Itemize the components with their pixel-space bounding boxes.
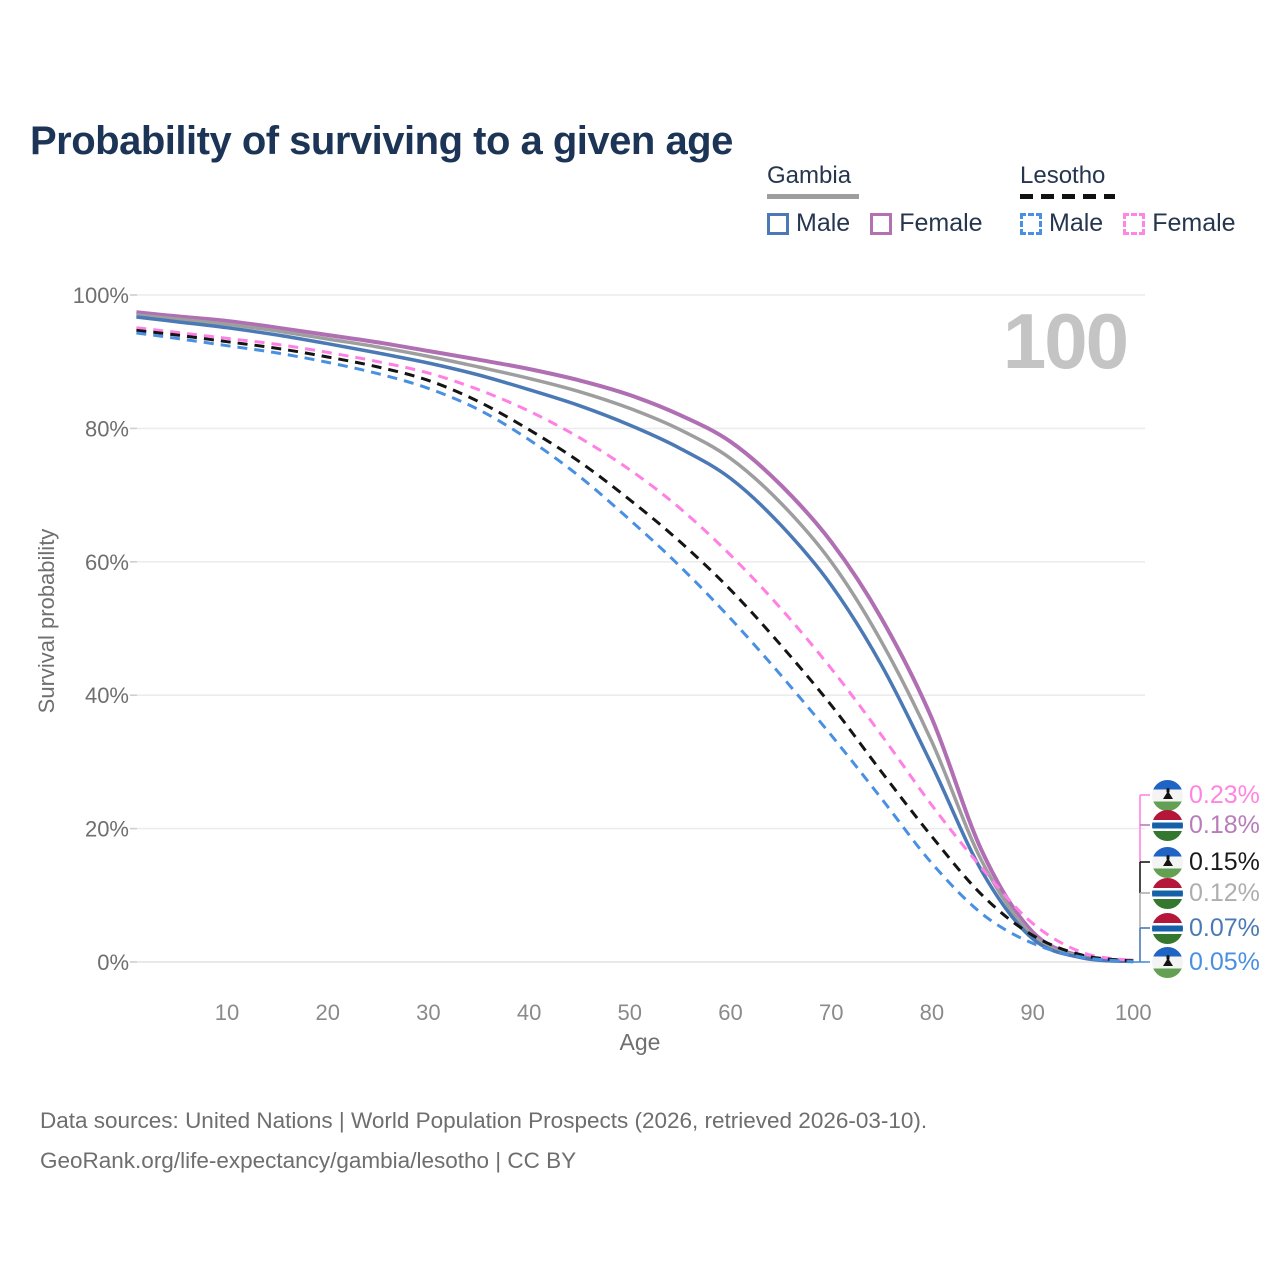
- x-tick-label: 10: [215, 1000, 239, 1025]
- end-value-label: 0.07%: [1189, 913, 1260, 942]
- y-tick-label: 100%: [73, 283, 129, 308]
- gambia-flag-icon: [1152, 912, 1183, 944]
- x-tick-label: 60: [718, 1000, 742, 1025]
- x-tick-label: 70: [819, 1000, 843, 1025]
- y-axis-title: Survival probability: [34, 528, 59, 714]
- y-tick-label: 0%: [97, 950, 129, 975]
- end-value-label: 0.15%: [1189, 847, 1260, 876]
- gambia-flag-icon: [1152, 877, 1183, 909]
- legend-group-gambia: Gambia Male Female: [767, 162, 983, 238]
- end-value-label: 0.18%: [1189, 810, 1260, 839]
- series-line-gambia-both-sexes[interactable]: [136, 313, 1134, 963]
- legend-country-gambia: Gambia: [767, 162, 852, 189]
- end-value-label: 0.12%: [1189, 878, 1260, 907]
- x-tick-label: 80: [920, 1000, 944, 1025]
- legend-item-gambia-male[interactable]: Male: [767, 209, 850, 238]
- lesotho-flag-icon: [1152, 946, 1183, 978]
- x-tick-label: 40: [517, 1000, 541, 1025]
- legend-label: Female: [1152, 209, 1236, 237]
- legend-label: Male: [796, 209, 851, 237]
- legend-label: Male: [1049, 209, 1104, 237]
- x-tick-label: 100: [1115, 1000, 1152, 1025]
- end-value-label: 0.23%: [1189, 780, 1260, 809]
- series-line-gambia-female[interactable]: [136, 310, 1134, 963]
- series-line-gambia-male[interactable]: [136, 315, 1134, 964]
- legend-country-lesotho: Lesotho: [1020, 162, 1106, 189]
- x-tick-label: 50: [618, 1000, 642, 1025]
- end-label-row: 0.05%: [1152, 946, 1260, 978]
- end-value-label: 0.05%: [1189, 947, 1260, 976]
- legend-item-lesotho-female[interactable]: Female: [1123, 209, 1236, 238]
- data-sources-text: Data sources: United Nations | World Pop…: [40, 1108, 928, 1133]
- x-tick-label: 90: [1020, 1000, 1044, 1025]
- lesotho-dashed-line-sample: [1020, 194, 1115, 199]
- y-tick-label: 60%: [85, 550, 129, 575]
- legend-item-lesotho-male[interactable]: Male: [1020, 209, 1103, 238]
- x-tick-label: 30: [416, 1000, 440, 1025]
- lesotho-flag-icon: [1152, 846, 1183, 878]
- y-tick-label: 40%: [85, 683, 129, 708]
- y-tick-label: 80%: [85, 416, 129, 441]
- gambia-male-swatch-icon: [767, 212, 789, 235]
- series-line-lesotho-female[interactable]: [136, 326, 1134, 962]
- series-line-lesotho-male[interactable]: [136, 331, 1134, 964]
- end-label-row: 0.15%: [1152, 846, 1260, 878]
- gambia-solid-line-sample: [767, 194, 859, 199]
- attribution-link-text: GeoRank.org/life-expectancy/gambia/lesot…: [40, 1148, 577, 1173]
- end-label-row: 0.23%: [1152, 779, 1260, 811]
- legend-group-lesotho: Lesotho Male Female: [1020, 162, 1236, 238]
- legend-item-gambia-female[interactable]: Female: [870, 209, 983, 238]
- end-label-row: 0.18%: [1152, 809, 1260, 841]
- page-title: Probability of surviving to a given age: [30, 118, 733, 163]
- legend-label: Female: [899, 209, 983, 237]
- age-counter-watermark: 100: [1002, 297, 1129, 385]
- lesotho-male-swatch-icon: [1020, 212, 1042, 235]
- gambia-flag-icon: [1152, 809, 1183, 841]
- lesotho-flag-icon: [1152, 779, 1183, 811]
- gambia-female-swatch-icon: [870, 212, 893, 235]
- end-label-row: 0.07%: [1152, 912, 1260, 944]
- x-axis-title: Age: [620, 1029, 661, 1055]
- series-line-lesotho-both-sexes[interactable]: [136, 328, 1134, 963]
- x-tick-label: 20: [315, 1000, 339, 1025]
- lesotho-female-swatch-icon: [1123, 212, 1146, 235]
- y-tick-label: 20%: [85, 817, 129, 842]
- end-label-row: 0.12%: [1152, 877, 1260, 909]
